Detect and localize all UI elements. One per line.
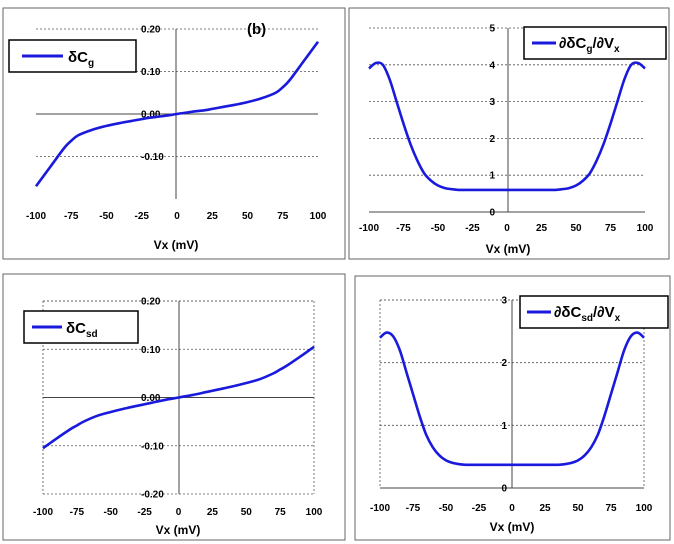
x-tick-label: -25 [472,503,487,514]
y-tick-label: 5 [489,24,495,35]
y-tick-label: 3 [489,97,495,108]
series-lines [42,345,315,450]
y-tick-label: 3 [501,296,507,307]
x-tick-labels: -100 -75 -50 -25 0 25 50 75 100 [33,507,323,518]
x-axis-label: Vx (mV) [156,523,201,537]
legend-label: δCg [68,49,94,69]
chart-panel-top-right: 0 1 2 3 4 5 -100 -75 -50 -25 0 25 50 75 100 Vx (mV) ∂… [348,7,670,260]
y-tick-labels: -0.10 0.00 0.10 0.20 [141,25,164,164]
x-tick-label: -25 [137,507,152,518]
series-lines [368,61,646,192]
legend-label-sub: g [88,58,94,69]
x-axis-label: Vx (mV) [154,238,199,252]
x-tick-label: -75 [64,211,79,222]
x-tick-label: 50 [570,223,582,234]
x-tick-label: 50 [572,503,584,514]
legend-label: ∂δCsd/∂Vx [554,304,621,324]
x-tick-label: 100 [310,211,327,222]
y-tick-label: -0.20 [141,490,164,501]
series-line [42,345,315,450]
x-tick-label: -50 [99,211,114,222]
x-tick-label: 100 [636,503,653,514]
panel-label: (b) [247,21,266,38]
axes [369,28,645,213]
x-tick-labels: -100 -75 -50 -25 0 25 50 75 100 [26,211,327,222]
y-tick-label: 0.10 [141,345,161,356]
series-line [34,40,320,188]
chart-panel-top-left: -0.10 0.00 0.10 0.20 -100 -75 -50 -25 0 25 50 75 10… [2,7,346,260]
x-tick-label: 25 [207,507,219,518]
x-axis-label: Vx (mV) [486,242,531,256]
x-tick-label: 75 [275,507,287,518]
y-tick-label: 2 [489,134,495,145]
chart-panel-bottom-left: -0.20 -0.10 0.00 0.10 0.20 -100 -75 -50 -25 0 25 5… [2,273,346,541]
x-tick-label: 25 [539,503,551,514]
y-tick-label: 1 [501,421,507,432]
y-tick-label: 4 [489,60,495,71]
y-tick-label: 2 [501,358,507,369]
x-tick-label: -100 [370,503,390,514]
legend-label-sub: sd [581,313,593,324]
legend-label-den: /∂V [593,304,615,321]
x-tick-label: 75 [277,211,289,222]
x-tick-label: -50 [104,507,119,518]
x-tick-label: -100 [359,223,379,234]
legend-label: ∂δCg/∂Vx [559,35,620,55]
legend: ∂δCg/∂Vx [523,26,667,60]
y-tick-label: 0.20 [141,25,161,36]
x-tick-label: 0 [509,503,515,514]
y-tick-labels: 0 1 2 3 4 5 [489,24,495,219]
legend: ∂δCsd/∂Vx [519,295,669,329]
series-lines [34,40,320,188]
y-tick-label: 0 [501,484,507,495]
y-tick-labels: 0 1 2 3 [501,296,507,495]
x-tick-label: -100 [33,507,53,518]
chart-panel-bottom-right: 0 1 2 3 -100 -75 -50 -25 0 25 50 75 100 Vx (mV) ∂δC… [354,275,671,541]
y-tick-label: -0.10 [141,152,164,163]
legend-label-sub2: x [615,313,621,324]
x-tick-label: -75 [396,223,411,234]
legend-label-den: /∂V [592,35,614,52]
y-tick-label: 1 [489,171,495,182]
y-tick-label: -0.10 [141,441,164,452]
x-axis-label: Vx (mV) [490,520,535,534]
legend-label-sub2: x [614,44,620,55]
y-tick-labels: -0.20 -0.10 0.00 0.10 0.20 [141,297,164,501]
x-tick-label: 0 [504,223,510,234]
x-tick-label: 50 [241,507,253,518]
x-tick-label: 25 [536,223,548,234]
x-tick-labels: -100 -75 -50 -25 0 25 50 75 100 [370,503,653,514]
legend: δCg [8,39,137,73]
x-tick-label: -25 [465,223,480,234]
x-tick-label: -25 [135,211,150,222]
y-tick-label: 0 [489,208,495,219]
x-tick-labels: -100 -75 -50 -25 0 25 50 75 100 [359,223,654,234]
x-tick-label: -50 [439,503,454,514]
x-tick-label: 75 [605,223,617,234]
x-tick-label: 100 [306,507,323,518]
x-tick-label: 0 [174,211,180,222]
x-tick-label: 75 [605,503,617,514]
x-tick-label: -100 [26,211,46,222]
y-tick-label: 0.00 [141,110,161,121]
axes [380,300,644,489]
series-line [368,61,646,192]
legend-label-sub: sd [86,329,98,340]
x-tick-label: 50 [242,211,254,222]
x-tick-label: -75 [406,503,421,514]
legend-label-sub: g [586,44,592,55]
x-tick-label: 25 [207,211,219,222]
x-tick-label: -75 [70,507,85,518]
legend: δCsd [23,310,139,344]
series-line [379,331,645,467]
y-tick-label: 0.20 [141,297,161,308]
x-tick-label: 100 [637,223,654,234]
series-lines [379,331,645,467]
y-tick-label: 0.00 [141,393,161,404]
x-tick-label: 0 [176,507,182,518]
legend-box [8,39,137,73]
x-tick-label: -50 [431,223,446,234]
y-tick-label: 0.10 [141,67,161,78]
